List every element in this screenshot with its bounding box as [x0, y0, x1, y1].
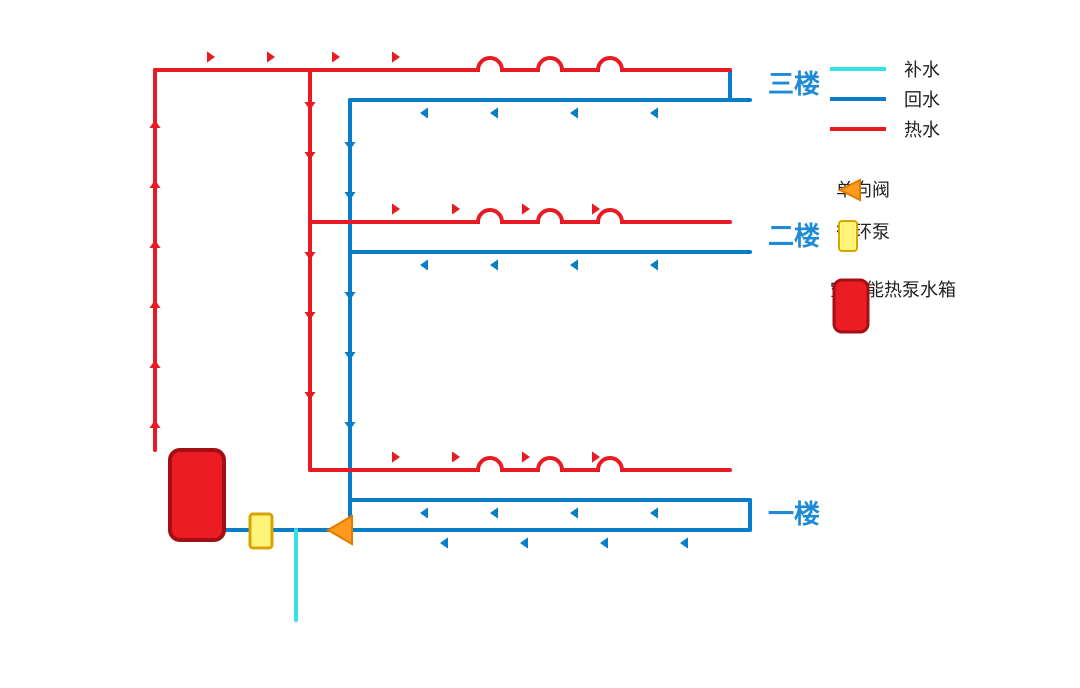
legend-tank: 空气能热泵水箱 — [830, 276, 956, 302]
legend-hot: 热水 — [830, 116, 940, 142]
floor2-label: 二楼 — [768, 216, 820, 253]
legend-makeup-text: 补水 — [904, 56, 940, 82]
floor1-label: 一楼 — [768, 494, 820, 531]
tank-icon — [830, 276, 872, 336]
floor3-label: 三楼 — [768, 64, 820, 101]
legend-makeup: 补水 — [830, 56, 940, 82]
legend-hot-text: 热水 — [904, 116, 940, 142]
legend-makeup-swatch — [830, 67, 886, 71]
check-valve-icon — [836, 176, 864, 204]
legend-valve: 单向阀 — [836, 176, 890, 202]
legend-pump: 循环泵 — [836, 218, 890, 244]
diagram-stage: { "canvas":{"w":1080,"h":688,"bg":"#ffff… — [0, 0, 1080, 688]
legend-hot-swatch — [830, 127, 886, 131]
legend-return-swatch — [830, 97, 886, 101]
legend-return: 回水 — [830, 86, 940, 112]
legend-return-text: 回水 — [904, 86, 940, 112]
pump-icon — [836, 218, 860, 254]
